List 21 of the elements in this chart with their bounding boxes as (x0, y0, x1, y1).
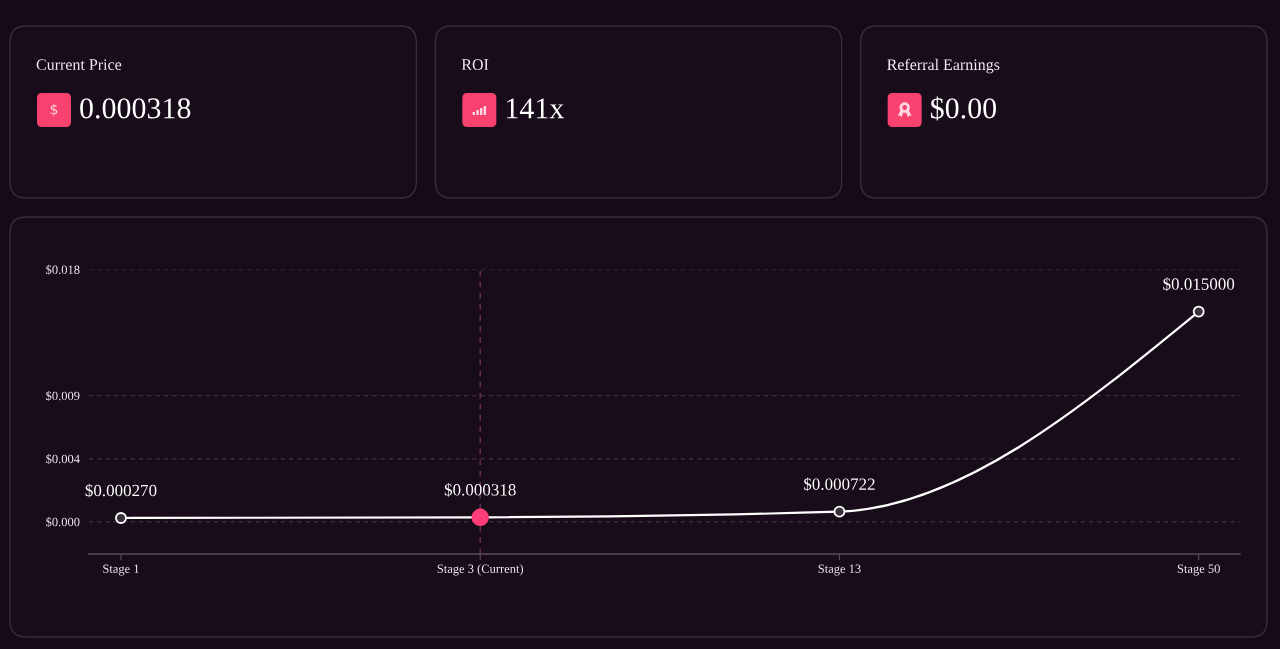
text: ROI (461, 59, 489, 70)
text: $0.00 (930, 96, 997, 121)
text: Current Price (36, 59, 122, 70)
data-label: $0.015000 (1163, 277, 1235, 291)
y-tick-label: $0.000 (46, 517, 80, 528)
x-tick-label: Stage 13 (818, 564, 861, 576)
text: 0.000318 (80, 98, 191, 119)
point (833, 505, 846, 518)
text: 141x (506, 98, 564, 119)
point (115, 512, 127, 524)
x-tick-label: Stage 1 (103, 564, 139, 576)
y-tick-label: $0.018 (46, 264, 80, 275)
x-tick-label: Stage 50 (1177, 564, 1220, 576)
data-label: $0.000722 (804, 477, 875, 492)
x-tick-label: Stage 3 (Current) (437, 564, 524, 576)
data-label: $0.000318 (444, 483, 516, 497)
y-tick-label: $0.009 (46, 390, 80, 401)
text: Referral Earnings (887, 58, 1000, 74)
point (1192, 305, 1205, 318)
y-tick-label: $0.004 (46, 453, 80, 464)
data-label: $0.000270 (85, 483, 157, 498)
